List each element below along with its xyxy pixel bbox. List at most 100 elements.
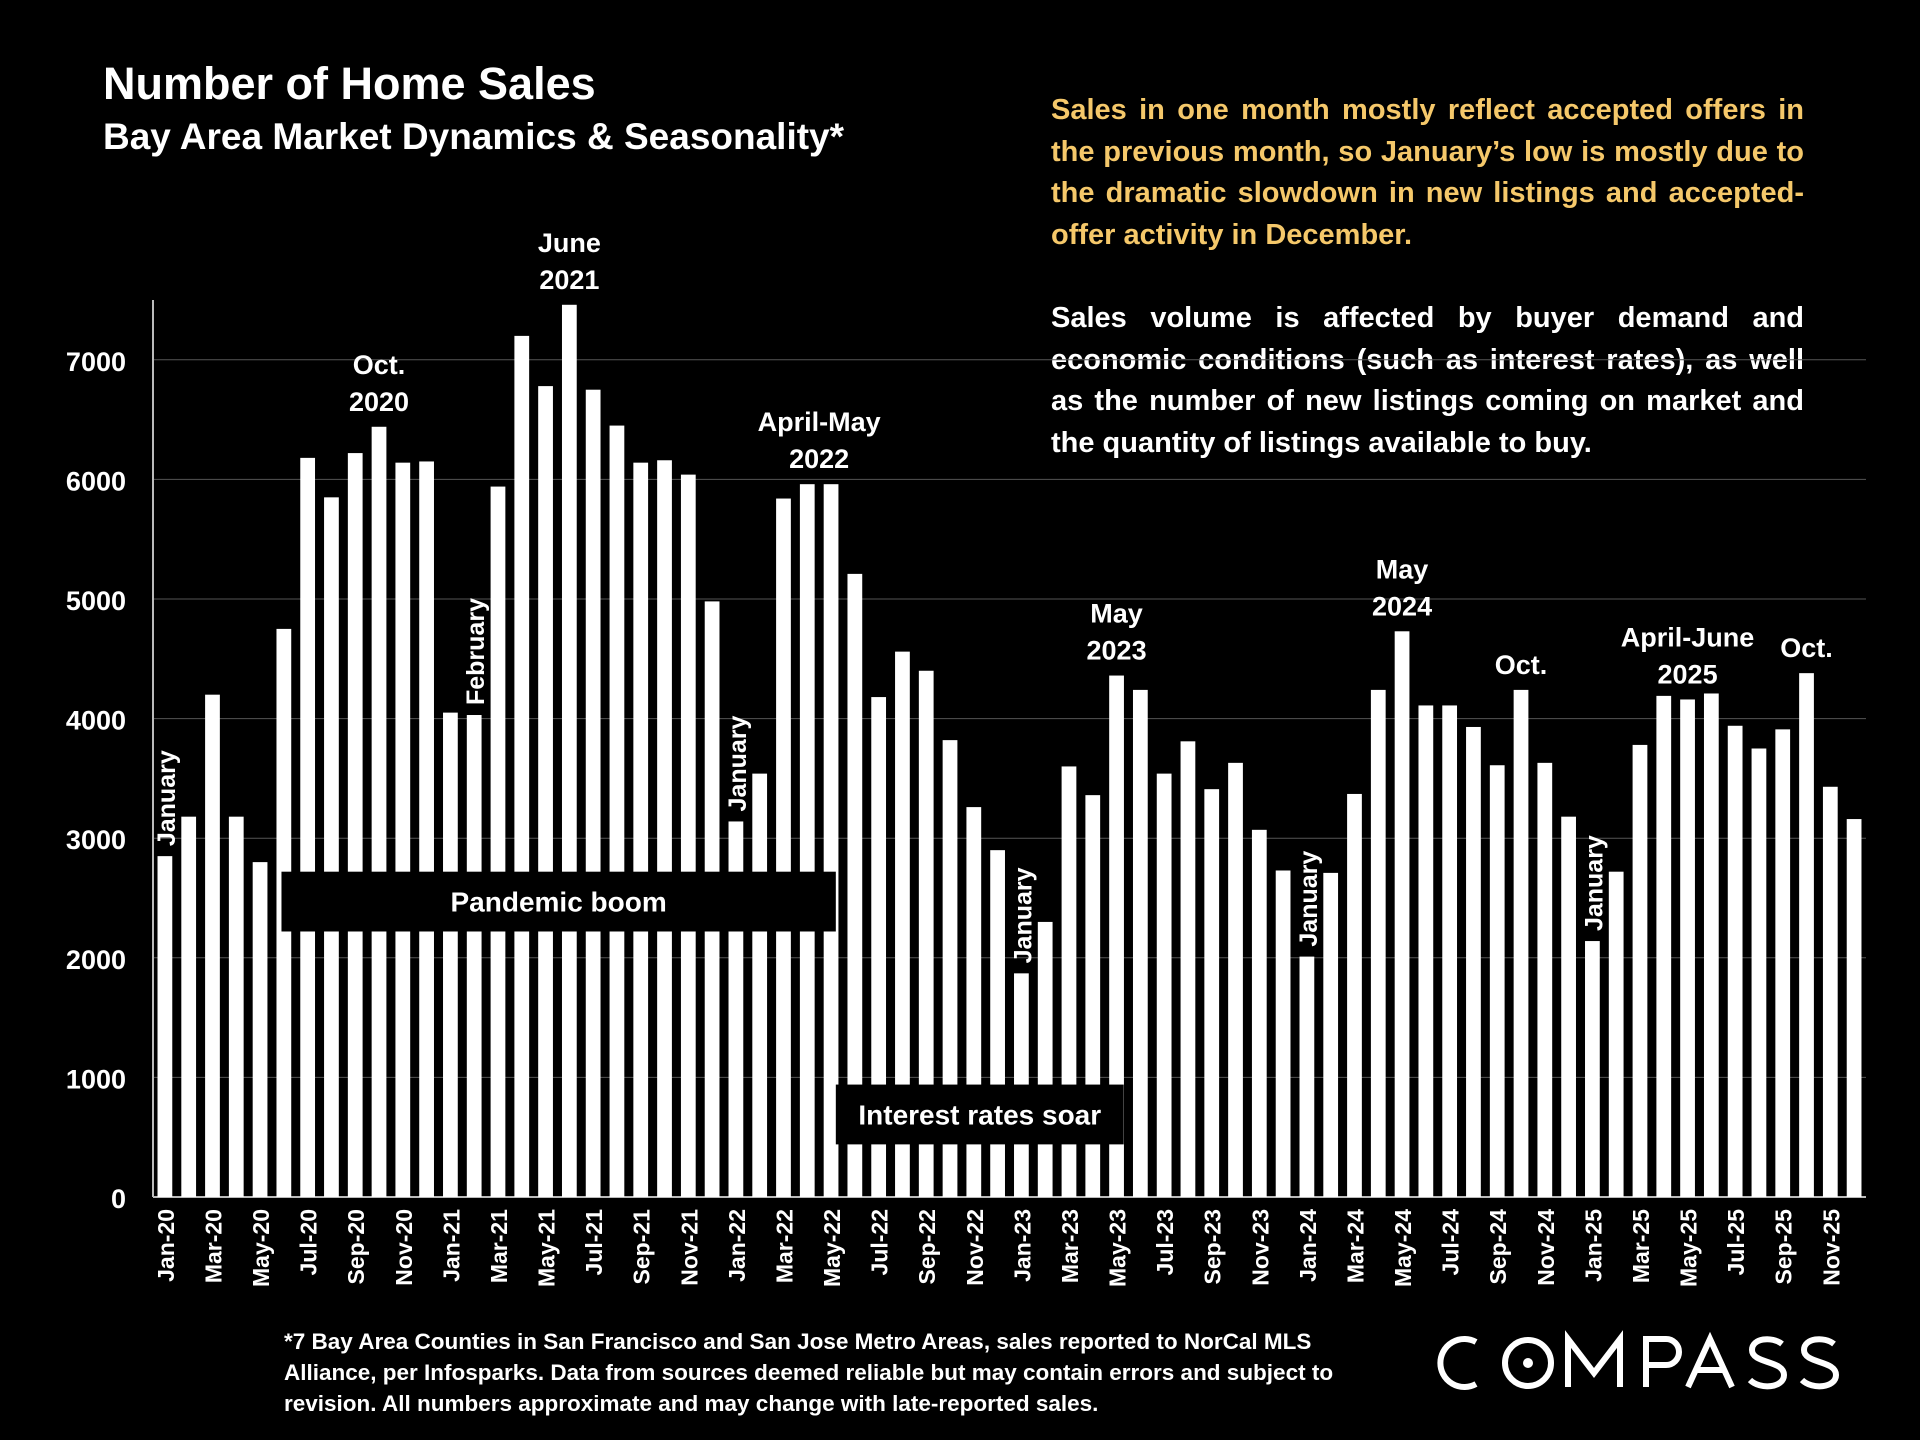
bar [1347,793,1362,1197]
x-tick-label: Sep-25 [1771,1209,1797,1285]
bar [1251,829,1267,1197]
compass-o-icon [1523,1358,1533,1368]
bar [942,740,958,1197]
bar [252,862,268,1197]
bar [347,453,363,1197]
bar [657,460,672,1197]
bar [371,426,387,1197]
annotation-label: April-June 2025 [1621,622,1755,689]
x-tick-label: May-20 [248,1209,274,1287]
x-tick-label: Nov-22 [962,1209,988,1286]
annotation-label: January [1009,867,1037,963]
x-tick-label: Sep-21 [629,1209,655,1285]
bar [1489,765,1505,1197]
bar [514,335,530,1197]
y-tick-label: 2000 [66,945,126,975]
bar [181,816,197,1197]
bar [1466,726,1481,1197]
bar [538,386,553,1197]
x-tick-label: Nov-25 [1818,1209,1844,1286]
x-tick-label: Sep-20 [343,1209,369,1284]
x-tick-label: Mar-23 [1057,1209,1083,1283]
x-tick-label: Jan-20 [153,1209,179,1282]
chart-subtitle: Bay Area Market Dynamics & Seasonality* [103,116,845,157]
x-tick-label: Jan-25 [1580,1209,1606,1282]
x-tick-label: Sep-23 [1200,1209,1226,1284]
x-tick-label: Jul-22 [867,1209,893,1275]
x-tick-label: Mar-20 [200,1209,226,1283]
band-box [281,871,836,932]
bar [561,304,577,1197]
x-tick-label: May-21 [534,1209,560,1287]
annotation-label: January [153,750,181,846]
bar [1323,872,1339,1197]
y-tick-label: 6000 [66,466,126,496]
y-tick-label: 1000 [66,1064,126,1094]
bar [847,573,863,1197]
bar [1299,956,1315,1197]
y-tick-label: 4000 [66,706,126,736]
annotation-label: June 2021 [538,228,601,295]
bar [990,850,1005,1197]
highlight-note: Sales in one month mostly reflect accept… [1051,94,1804,251]
bar [1822,786,1838,1197]
x-tick-label: Nov-23 [1247,1209,1273,1286]
compass-logo [1437,1330,1840,1390]
bar [1703,693,1719,1197]
bar [633,462,649,1197]
x-tick-label: Jan-24 [1295,1209,1321,1282]
bar [1585,941,1600,1197]
annotation-label: April-May 2022 [758,407,881,474]
footnote: *7 Bay Area Counties in San Francisco an… [284,1329,1334,1416]
bar [1751,748,1767,1197]
x-tick-label: Mar-21 [486,1209,512,1283]
y-tick-label: 5000 [66,586,126,616]
band-box [835,1084,1124,1145]
bar [1561,816,1576,1197]
y-tick-label: 3000 [66,825,126,855]
bar [895,651,910,1197]
x-tick-label: May-22 [819,1209,845,1287]
annotation-label: May 2024 [1372,554,1432,621]
annotation-label: January [724,715,752,811]
x-tick-label: Jul-21 [581,1209,607,1276]
chart-title: Number of Home Sales [103,58,596,109]
bar [1775,729,1791,1197]
bar [609,425,625,1198]
bar [799,484,815,1198]
bar [1228,762,1243,1197]
annotation-label: Oct. 2020 [349,350,409,417]
bar [228,816,244,1197]
y-tick-label: 0 [111,1184,126,1214]
bar [823,484,839,1198]
bar [918,670,934,1197]
x-tick-label: May-25 [1676,1209,1702,1287]
bar [585,389,601,1197]
annotation-label: February [462,598,490,705]
x-tick-label: Mar-25 [1628,1209,1654,1283]
bar [776,498,791,1197]
x-tick-label: Jan-21 [438,1209,464,1282]
bar [300,457,316,1197]
bar [443,712,458,1197]
band-label: Interest rates soar [858,1099,1101,1130]
bar [752,773,768,1197]
bar [1656,695,1672,1197]
bar [1132,689,1148,1197]
x-tick-label: Jan-23 [1009,1209,1035,1282]
bar [1608,871,1624,1197]
bar [157,856,173,1197]
bar [490,486,506,1197]
x-tick-label: May-24 [1390,1209,1416,1287]
x-tick-label: Jul-23 [1152,1209,1178,1275]
bar [1370,689,1386,1197]
bar [1537,762,1553,1197]
bar [1846,819,1862,1197]
bar [1418,705,1434,1197]
x-tick-label: Sep-22 [914,1209,940,1284]
bar [324,497,339,1198]
bar [1204,789,1220,1197]
bar [205,694,220,1197]
bar [1109,675,1124,1197]
